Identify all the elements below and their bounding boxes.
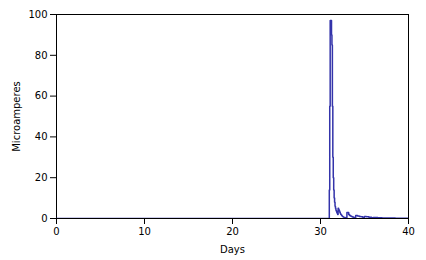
svg-text:100: 100: [28, 9, 47, 20]
svg-text:20: 20: [226, 226, 239, 237]
svg-text:80: 80: [35, 50, 48, 61]
svg-text:40: 40: [402, 226, 415, 237]
svg-text:60: 60: [35, 90, 48, 101]
svg-text:10: 10: [138, 226, 151, 237]
svg-text:40: 40: [35, 131, 48, 142]
svg-text:0: 0: [53, 226, 59, 237]
svg-text:Days: Days: [220, 244, 245, 255]
svg-text:Microamperes: Microamperes: [11, 81, 22, 152]
svg-text:30: 30: [314, 226, 327, 237]
svg-text:20: 20: [35, 172, 48, 183]
svg-text:0: 0: [41, 213, 47, 224]
